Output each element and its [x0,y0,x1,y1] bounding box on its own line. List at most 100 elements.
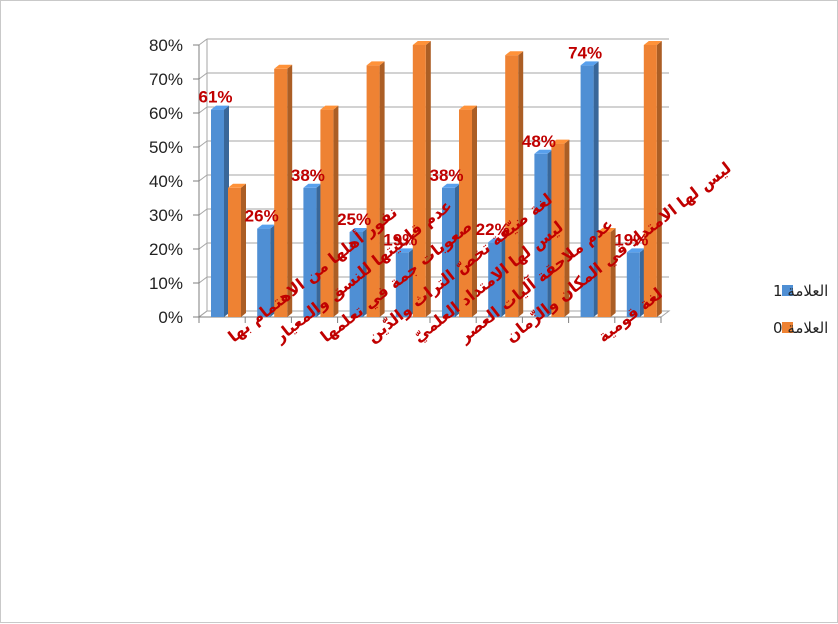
bar-side [656,41,662,317]
bar-1 [488,238,507,317]
bar-1 [442,183,460,317]
bar-front [211,109,224,317]
bar-side [455,183,460,317]
bar-front [228,187,241,317]
bar-top [366,61,385,66]
bar-top [488,238,507,243]
bar-side [518,51,524,317]
gridline-depth [198,242,208,250]
y-tick-label: 0% [158,308,183,327]
bar-1 [395,248,414,317]
y-tick-label: 40% [149,172,183,191]
y-tick-label: 30% [149,206,183,225]
bar-front [488,242,502,317]
bar-top [643,41,662,45]
y-tick-label: 60% [149,104,183,123]
bar-1 [211,105,229,317]
bar-2 [366,61,385,318]
bar-2 [274,64,293,317]
data-label: 26% [245,207,279,226]
bar-top [274,64,293,69]
y-tick-label: 10% [149,274,183,293]
gridline-depth [198,106,208,114]
data-label: 38% [429,166,463,185]
legend-swatch-series-2 [782,322,793,333]
bar-front [459,109,472,317]
bar-front [366,65,380,318]
bar-front [643,45,657,317]
bar-front [303,187,317,317]
y-tick-label: 70% [149,70,183,89]
bar-front [274,68,288,317]
legend-swatch-series-1 [782,285,793,296]
legend: العلامة 1 العلامة 0 [773,282,828,337]
bar-front [320,109,334,317]
bar-top [442,183,460,188]
y-tick-label: 50% [149,138,183,157]
bar-2 [551,139,570,317]
bar-side [610,228,616,317]
bar-top [412,41,431,45]
bar-2 [459,105,477,317]
bar-front [580,65,594,318]
data-label: 22% [476,220,510,239]
bar-side [425,41,431,317]
bar-top [505,51,524,56]
bar-top [320,105,339,110]
bar-top [551,139,570,144]
bar-2 [597,228,616,317]
bar-1 [534,149,553,317]
bar-1 [349,228,368,317]
bar-front [597,232,611,317]
bar-1 [257,224,276,317]
gridline-depth [198,72,208,80]
bar-2 [228,183,246,317]
bar-side [408,248,414,317]
gridline-depth [198,174,208,182]
data-label: 19% [614,230,648,249]
labels-layer: 61% 26% 38% 25% 19% 38% 22% 48% 74% 19% [198,43,648,249]
bar-side [472,105,477,317]
bar-top [211,105,229,110]
data-label: 48% [522,132,556,151]
gridline-depth [198,38,208,46]
bar-side [379,61,385,318]
bar-2 [320,105,339,317]
bar-top [228,183,246,188]
legend-label-series-2: العلامة 0 [773,319,828,337]
bar-2 [505,51,524,317]
bar-1 [626,248,645,317]
bar-top [626,248,645,253]
data-label: 38% [291,166,325,185]
bar-side [547,149,553,317]
bar-front [257,228,271,317]
bar-top [303,183,322,188]
gridline-depth [198,140,208,148]
bars-layer [211,41,662,318]
bar-side [501,238,507,317]
bar-side [224,105,229,317]
bar-front [442,187,455,317]
y-tick-label: 20% [149,240,183,259]
bar-top [459,105,477,110]
bar-front [395,252,409,317]
bar-side [316,183,322,317]
data-label: 61% [198,88,232,107]
data-label: 25% [337,210,371,229]
bar-top [534,149,553,154]
bar-side [362,228,368,317]
gridline-depth [198,208,208,216]
bar-side [639,248,645,317]
bar-side [270,224,276,317]
bar-2 [412,41,431,317]
data-label: 74% [568,43,602,62]
gridline-depth [198,276,208,284]
bar-front [626,252,640,317]
bar-top [395,248,414,253]
y-tick-label: 80% [149,36,183,55]
bar-front [412,45,426,317]
bar-front [505,55,519,317]
bar-front [349,232,363,317]
bar-side [333,105,339,317]
